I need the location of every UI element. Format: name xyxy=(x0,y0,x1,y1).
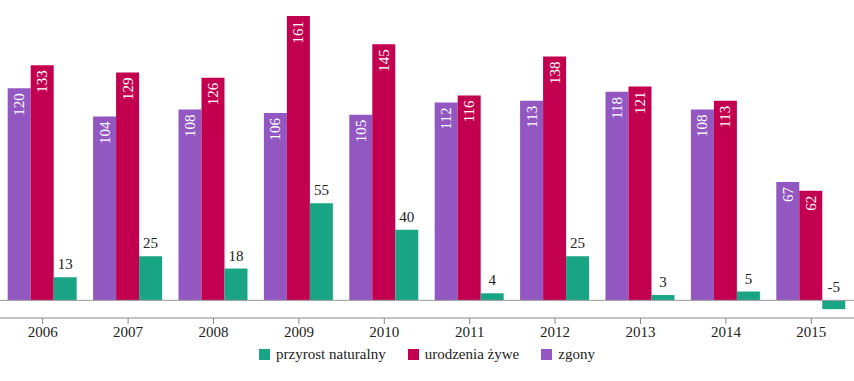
svg-text:113: 113 xyxy=(524,106,540,128)
svg-text:2011: 2011 xyxy=(455,324,484,340)
svg-text:3: 3 xyxy=(659,274,667,290)
svg-text:108: 108 xyxy=(182,115,198,137)
svg-text:4: 4 xyxy=(488,272,496,288)
svg-text:104: 104 xyxy=(97,121,113,144)
svg-text:116: 116 xyxy=(461,100,477,122)
svg-text:-5: -5 xyxy=(828,279,841,295)
svg-text:133: 133 xyxy=(34,70,50,93)
svg-text:138: 138 xyxy=(547,62,563,85)
svg-text:2014: 2014 xyxy=(711,324,742,340)
svg-text:145: 145 xyxy=(376,49,392,72)
svg-text:18: 18 xyxy=(228,248,243,264)
svg-text:25: 25 xyxy=(143,235,158,251)
svg-text:2007: 2007 xyxy=(113,324,144,340)
svg-text:67: 67 xyxy=(780,186,796,202)
html-text:przyrost naturalny: przyrost naturalny xyxy=(276,346,386,362)
svg-text:55: 55 xyxy=(314,182,329,198)
svg-text:5: 5 xyxy=(745,271,753,287)
svg-text:118: 118 xyxy=(609,97,625,119)
svg-text:105: 105 xyxy=(353,120,369,143)
svg-text:121: 121 xyxy=(632,92,648,115)
svg-text:2012: 2012 xyxy=(540,324,570,340)
html-text:zgony: zgony xyxy=(558,346,595,362)
svg-text:2009: 2009 xyxy=(284,324,314,340)
svg-text:40: 40 xyxy=(399,209,414,225)
html-text:urodzenia żywe: urodzenia żywe xyxy=(424,346,520,362)
svg-text:113: 113 xyxy=(717,106,733,128)
svg-text:25: 25 xyxy=(570,235,585,251)
svg-text:2006: 2006 xyxy=(28,324,59,340)
svg-text:62: 62 xyxy=(803,196,819,211)
svg-text:2008: 2008 xyxy=(199,324,229,340)
svg-text:2015: 2015 xyxy=(796,324,826,340)
svg-text:106: 106 xyxy=(267,118,283,141)
svg-text:112: 112 xyxy=(438,107,454,129)
svg-text:2013: 2013 xyxy=(626,324,656,340)
svg-text:120: 120 xyxy=(11,93,27,116)
svg-text:161: 161 xyxy=(290,21,306,44)
svg-text:126: 126 xyxy=(205,82,221,105)
svg-text:2010: 2010 xyxy=(369,324,399,340)
svg-text:129: 129 xyxy=(120,77,136,100)
svg-text:108: 108 xyxy=(694,115,710,137)
svg-text:13: 13 xyxy=(58,256,73,272)
